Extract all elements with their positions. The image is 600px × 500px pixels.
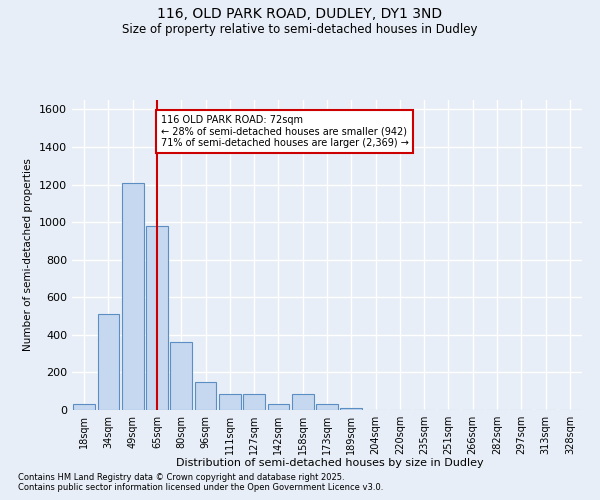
Bar <box>292 394 314 410</box>
Text: Size of property relative to semi-detached houses in Dudley: Size of property relative to semi-detach… <box>122 22 478 36</box>
Text: Contains public sector information licensed under the Open Government Licence v3: Contains public sector information licen… <box>18 484 383 492</box>
Text: 116 OLD PARK ROAD: 72sqm
← 28% of semi-detached houses are smaller (942)
71% of : 116 OLD PARK ROAD: 72sqm ← 28% of semi-d… <box>161 115 409 148</box>
Bar <box>146 226 168 410</box>
Text: 116, OLD PARK ROAD, DUDLEY, DY1 3ND: 116, OLD PARK ROAD, DUDLEY, DY1 3ND <box>157 8 443 22</box>
Bar <box>219 394 241 410</box>
Bar <box>73 404 95 410</box>
Bar <box>268 404 289 410</box>
Y-axis label: Number of semi-detached properties: Number of semi-detached properties <box>23 158 34 352</box>
Bar <box>97 314 119 410</box>
Bar <box>122 182 143 410</box>
Bar <box>340 408 362 410</box>
Bar <box>170 342 192 410</box>
Text: Contains HM Land Registry data © Crown copyright and database right 2025.: Contains HM Land Registry data © Crown c… <box>18 474 344 482</box>
Bar <box>316 404 338 410</box>
Bar <box>243 394 265 410</box>
Text: Distribution of semi-detached houses by size in Dudley: Distribution of semi-detached houses by … <box>176 458 484 468</box>
Bar <box>194 382 217 410</box>
